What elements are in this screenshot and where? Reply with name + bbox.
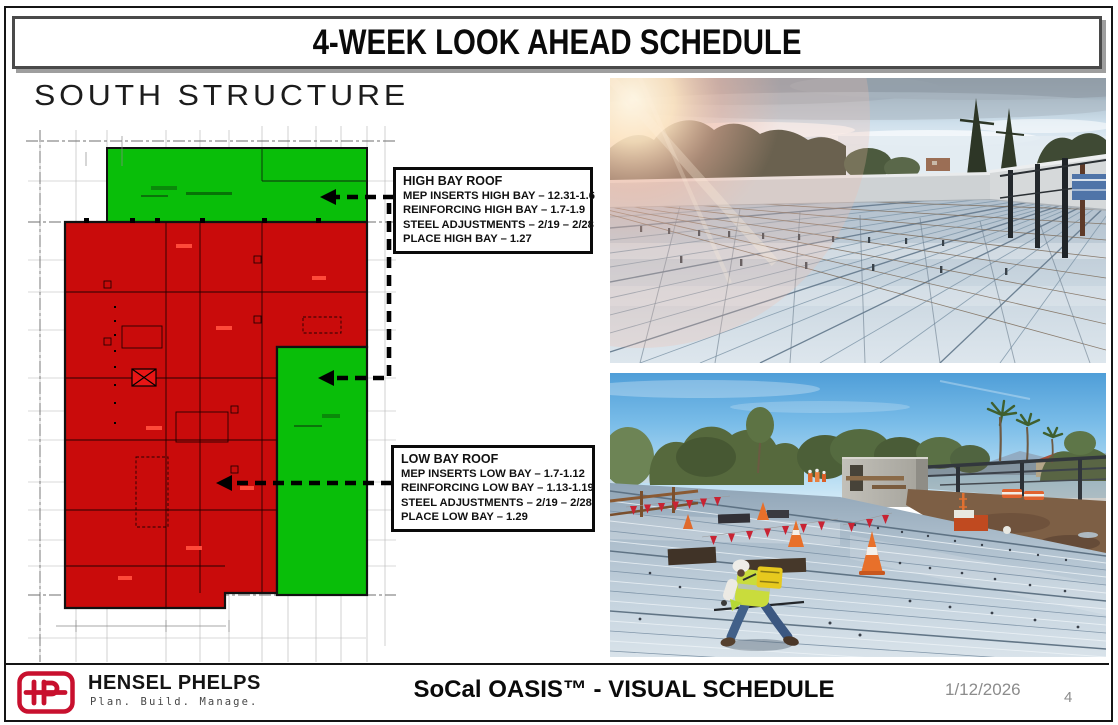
- floor-plan-drawing: [26, 126, 398, 662]
- callout-line: PLACE HIGH BAY – 1.27: [403, 232, 532, 245]
- callout-title: LOW BAY ROOF: [401, 452, 499, 466]
- photo-roof-deck-worker: [610, 373, 1106, 657]
- callout-line: STEEL ADJUSTMENTS – 2/19 – 2/28: [403, 218, 594, 231]
- footer: HENSEL PHELPS Plan. Build. Manage. SoCal…: [4, 663, 1109, 720]
- callout-line: MEP INSERTS LOW BAY – 1.7-1.12: [401, 468, 585, 480]
- slide-title: 4-WEEK LOOK AHEAD SCHEDULE: [312, 22, 802, 62]
- callout-line: REINFORCING LOW BAY – 1.13-1.19: [401, 482, 594, 495]
- hensel-phelps-logo: [17, 671, 75, 714]
- company-name: HENSEL PHELPS: [88, 672, 261, 694]
- section-heading: SOUTH STRUCTURE: [34, 80, 409, 112]
- worker-figure: [713, 559, 805, 651]
- page-number: 4: [1064, 689, 1073, 706]
- callout-title: HIGH BAY ROOF: [403, 174, 503, 188]
- photo-roof-deck-rebar-sunrise: [610, 78, 1106, 363]
- callout-line: PLACE LOW BAY – 1.29: [401, 510, 528, 523]
- callout-line: REINFORCING HIGH BAY – 1.7-1.9: [403, 204, 586, 217]
- high-bay-callout: HIGH BAY ROOF MEP INSERTS HIGH BAY – 12.…: [393, 167, 595, 255]
- company-tagline: Plan. Build. Manage.: [90, 696, 259, 708]
- hp-monogram: [23, 679, 68, 706]
- slide-date: 1/12/2026: [945, 680, 1021, 699]
- project-title: SoCal OASIS™ - VISUAL SCHEDULE: [413, 676, 835, 703]
- low-bay-callout: LOW BAY ROOF MEP INSERTS LOW BAY – 1.7-1…: [391, 445, 595, 533]
- title-box: 4-WEEK LOOK AHEAD SCHEDULE: [12, 16, 1102, 69]
- callout-line: MEP INSERTS HIGH BAY – 12.31-1.6: [403, 190, 595, 202]
- callout-line: STEEL ADJUSTMENTS – 2/19 – 2/28: [401, 496, 592, 509]
